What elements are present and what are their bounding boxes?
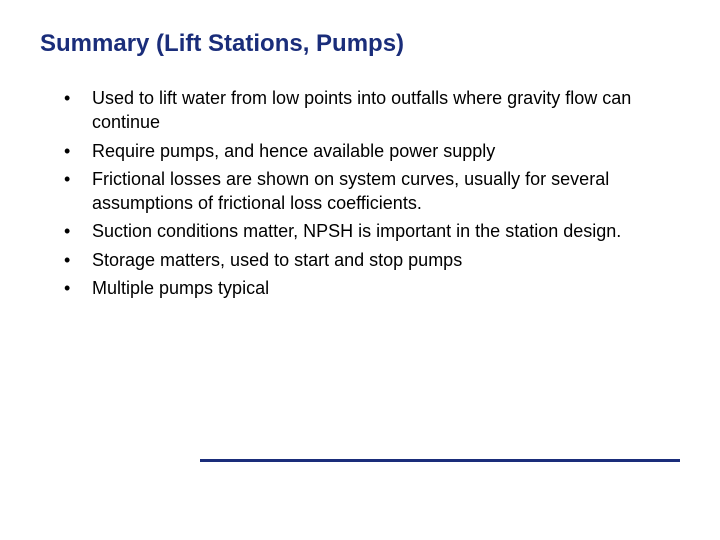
bullet-item: Require pumps, and hence available power… — [64, 139, 680, 163]
bullet-item: Used to lift water from low points into … — [64, 86, 680, 135]
bullet-list: Used to lift water from low points into … — [40, 86, 680, 300]
divider-line — [200, 459, 680, 462]
bullet-item: Multiple pumps typical — [64, 276, 680, 300]
slide-title: Summary (Lift Stations, Pumps) — [40, 30, 680, 58]
bullet-item: Suction conditions matter, NPSH is impor… — [64, 219, 680, 243]
bullet-item: Frictional losses are shown on system cu… — [64, 167, 680, 216]
bullet-item: Storage matters, used to start and stop … — [64, 248, 680, 272]
slide-container: Summary (Lift Stations, Pumps) Used to l… — [0, 0, 720, 540]
